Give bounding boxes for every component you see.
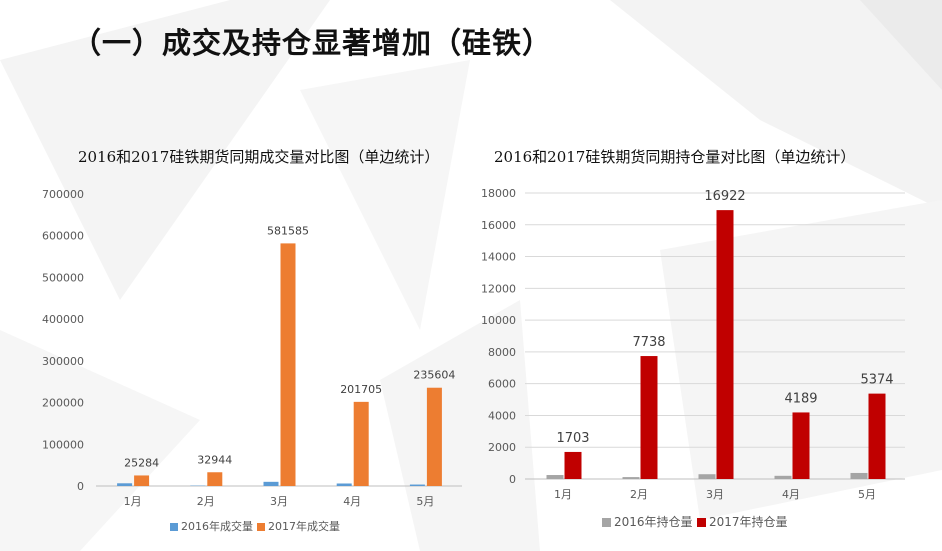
bar: [263, 481, 279, 486]
y-tick-label: 200000: [42, 397, 84, 410]
x-tick-label: 2月: [630, 488, 648, 501]
bar: [280, 243, 296, 486]
x-tick-label: 5月: [858, 488, 876, 501]
y-tick-label: 0: [509, 473, 516, 486]
bar: [774, 475, 792, 479]
y-tick-label: 16000: [481, 219, 516, 232]
y-tick-label: 400000: [42, 313, 84, 326]
data-label: 4189: [784, 391, 817, 406]
bar: [698, 474, 716, 479]
y-tick-label: 600000: [42, 230, 84, 243]
bar: [426, 387, 442, 486]
data-label: 7738: [632, 335, 665, 350]
legend-label: 2016年持仓量: [614, 514, 693, 529]
legend-label: 2017年成交量: [268, 519, 340, 533]
y-tick-label: 10000: [481, 314, 516, 327]
y-tick-label: 2000: [488, 441, 516, 454]
bar: [353, 401, 369, 486]
legend-label: 2017年持仓量: [709, 514, 788, 529]
bar: [336, 483, 352, 486]
data-label: 201705: [340, 383, 382, 396]
bar: [546, 475, 564, 479]
legend-swatch: [697, 518, 706, 527]
bar: [207, 472, 223, 486]
x-tick-label: 2月: [197, 495, 215, 508]
y-tick-label: 500000: [42, 271, 84, 284]
y-tick-label: 18000: [481, 187, 516, 200]
y-tick-label: 12000: [481, 282, 516, 295]
y-tick-label: 14000: [481, 251, 516, 264]
bar: [850, 472, 868, 479]
y-tick-label: 4000: [488, 409, 516, 422]
y-tick-label: 0: [77, 480, 84, 493]
bar: [640, 356, 658, 479]
y-tick-label: 700000: [42, 188, 84, 201]
data-label: 5374: [860, 373, 893, 388]
data-label: 25284: [124, 456, 159, 469]
data-label: 1703: [556, 431, 589, 446]
x-tick-label: 4月: [782, 488, 800, 501]
page-title: （一）成交及持仓显著增加（硅铁）: [72, 26, 553, 60]
bar: [792, 412, 810, 479]
y-tick-label: 100000: [42, 438, 84, 451]
x-tick-label: 1月: [124, 495, 142, 508]
legend-label: 2016年成交量: [181, 519, 253, 533]
bar: [117, 483, 133, 486]
data-label: 581585: [267, 224, 309, 237]
legend-swatch: [602, 518, 611, 527]
x-tick-label: 4月: [343, 495, 361, 508]
y-tick-label: 300000: [42, 355, 84, 368]
x-tick-label: 3月: [270, 495, 288, 508]
x-tick-label: 5月: [416, 495, 434, 508]
chart-1: 0 100000 200000 300000 400000 500000 600000 700…: [42, 188, 462, 533]
bar: [409, 484, 425, 486]
y-tick-label: 6000: [488, 378, 516, 391]
x-tick-label: 1月: [554, 488, 572, 501]
data-label: 235604: [413, 369, 455, 382]
bar: [716, 210, 734, 479]
bar: [622, 477, 640, 479]
chart-2: 0 2000 4000 6000 8000 10000 12000 14000 16000 180…: [481, 187, 905, 529]
data-label: 32944: [197, 453, 232, 466]
legend-swatch: [170, 523, 178, 531]
y-tick-label: 8000: [488, 346, 516, 359]
x-tick-label: 3月: [706, 488, 724, 501]
chart-title-open-interest: 2016和2017硅铁期货同期持仓量对比图（单边统计）: [494, 148, 856, 166]
bar: [868, 393, 886, 479]
legend-swatch: [257, 523, 265, 531]
chart-title-volume: 2016和2017硅铁期货同期成交量对比图（单边统计）: [78, 148, 440, 166]
data-label: 16922: [704, 189, 745, 204]
bar: [564, 451, 582, 479]
bar: [134, 475, 150, 486]
